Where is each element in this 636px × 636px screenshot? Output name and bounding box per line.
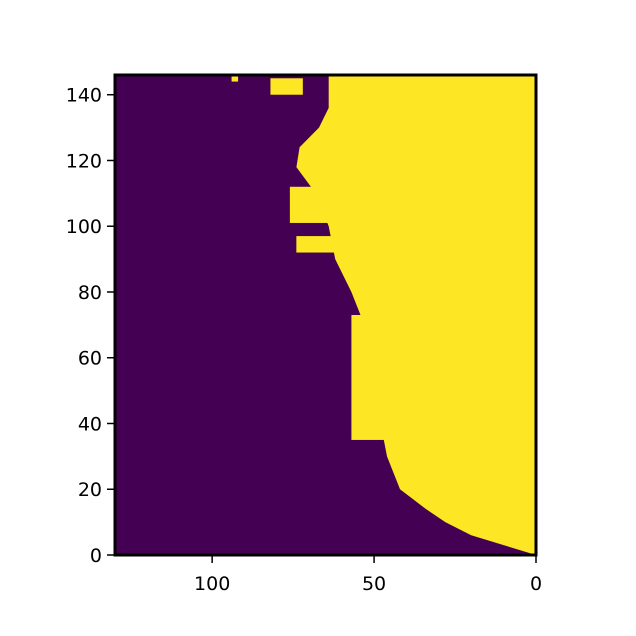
- y-tick-label: 0: [90, 545, 102, 567]
- x-tick-label: 100: [194, 573, 230, 595]
- mask-island-4: [231, 75, 239, 82]
- y-tick-label: 60: [78, 348, 102, 370]
- y-tick-label: 140: [66, 85, 102, 107]
- mask-island-2: [289, 186, 332, 223]
- mask-island-5: [351, 315, 391, 440]
- mask-island-3: [270, 78, 303, 95]
- x-tick-label: 0: [530, 573, 542, 595]
- plot-area: [115, 75, 536, 555]
- y-tick-label: 40: [78, 413, 102, 435]
- y-tick-label: 120: [66, 150, 102, 172]
- y-tick-label: 100: [66, 216, 102, 238]
- axes: 100 50 0 0 20 40 60 80 100 120 140: [66, 73, 542, 595]
- y-tick-label: 80: [78, 282, 102, 304]
- x-tick-label: 50: [362, 573, 386, 595]
- mask-island-1: [296, 236, 339, 253]
- axes-frame: [113, 73, 538, 557]
- mask-main-region: [296, 75, 536, 555]
- y-tick-label: 20: [78, 479, 102, 501]
